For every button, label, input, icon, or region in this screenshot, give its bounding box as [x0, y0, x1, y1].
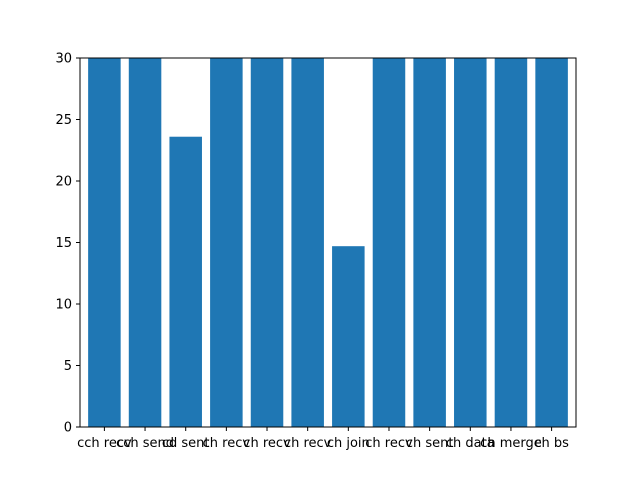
y-tick-label: 10 [55, 298, 72, 313]
x-tick-label: ch join [327, 436, 370, 451]
bar-4 [250, 58, 284, 427]
x-tick-label: ch data [446, 436, 495, 451]
x-tick-label: ch recv [284, 436, 332, 451]
bar-3 [210, 58, 243, 427]
y-tick-label: 0 [64, 421, 72, 436]
bars-group [88, 58, 568, 427]
bar-8 [413, 58, 446, 427]
bar-1 [128, 58, 162, 427]
x-tick-label: cch recv [77, 436, 132, 451]
bar-7 [372, 58, 406, 427]
y-axis: 0 5 10 15 20 25 30 [55, 52, 80, 436]
x-tick-label: ch bs [534, 436, 569, 451]
x-tick-label: cd sent [162, 436, 210, 451]
x-tick-label: ch recv [203, 436, 251, 451]
y-tick-label: 20 [55, 175, 72, 190]
x-tick-label: ch merge [480, 436, 542, 451]
bar-9 [454, 58, 487, 427]
x-tick-label: ch sent [406, 436, 454, 451]
x-tick-label: cch send [116, 436, 174, 451]
bar-0 [88, 58, 121, 427]
y-tick-label: 25 [55, 113, 72, 128]
y-tick-label: 30 [55, 52, 72, 67]
plot-frame [79, 57, 577, 428]
bar-5 [291, 58, 324, 427]
bar-10 [494, 58, 528, 427]
x-tick-label: ch recv [243, 436, 291, 451]
bar-11 [535, 58, 568, 427]
bar-6 [332, 246, 365, 427]
bar-2 [169, 136, 202, 427]
y-tick-label: 5 [64, 359, 72, 374]
x-tick-label: ch recv [365, 436, 413, 451]
y-tick-label: 15 [55, 236, 72, 251]
